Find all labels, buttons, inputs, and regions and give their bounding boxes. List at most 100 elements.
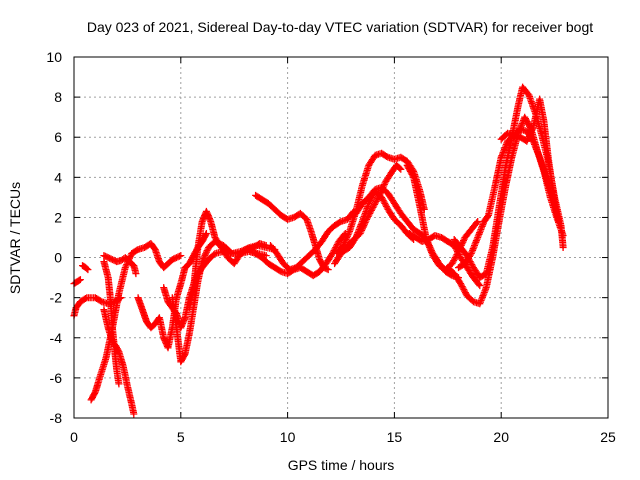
data-point (529, 137, 537, 145)
data-point (555, 218, 563, 225)
y-axis-title: SDTVAR / TECUs (7, 182, 23, 294)
data-point (459, 284, 467, 292)
data-point (523, 118, 531, 126)
data-point (521, 113, 529, 121)
y-tick-label: 10 (46, 49, 62, 65)
data-point (202, 250, 210, 258)
data-point (333, 241, 341, 248)
data-point (426, 244, 434, 251)
data-point (451, 255, 458, 263)
data-point (343, 234, 351, 242)
data-point (345, 229, 353, 237)
data-point (406, 167, 414, 175)
data-point (474, 232, 482, 240)
data-point (527, 128, 535, 136)
plot-frame (73, 56, 609, 419)
series-arc-14 (267, 207, 358, 274)
data-point (498, 152, 506, 160)
data-point (528, 126, 536, 134)
data-point (479, 292, 487, 300)
data-point (75, 276, 83, 284)
x-tick-label: 25 (600, 429, 616, 445)
y-tick-label: 8 (54, 89, 62, 105)
data-point (380, 198, 388, 206)
series-arc-24 (497, 95, 561, 217)
data-point (452, 245, 460, 252)
data-point (407, 169, 415, 177)
data-point (448, 260, 456, 268)
data-point (82, 295, 89, 302)
data-point (373, 196, 381, 204)
series-arc-02 (79, 262, 92, 274)
data-point (406, 166, 414, 174)
x-tick-label: 5 (177, 429, 185, 445)
series-arc-13 (252, 191, 332, 274)
data-point (355, 227, 362, 235)
data-point (397, 165, 405, 173)
y-tick-label: 6 (54, 129, 62, 145)
data-point (409, 172, 417, 180)
data-point (382, 202, 390, 210)
data-point (342, 235, 350, 243)
data-point (477, 297, 485, 304)
data-point (405, 164, 413, 172)
data-point (356, 222, 364, 230)
data-point (365, 199, 373, 207)
data-point (177, 252, 185, 260)
data-point (532, 145, 540, 153)
data-point (467, 259, 475, 267)
data-point (200, 253, 208, 261)
data-point (403, 161, 411, 169)
y-tick-label: 0 (54, 250, 62, 266)
data-point (341, 237, 349, 245)
data-point (370, 202, 378, 210)
data-point (382, 201, 390, 209)
data-point (459, 238, 467, 246)
data-point (471, 240, 479, 248)
data-point (351, 235, 359, 243)
data-point (469, 245, 477, 253)
data-point (83, 265, 91, 273)
x-axis: 0 5 10 15 20 25 (70, 57, 616, 445)
data-point (534, 149, 542, 156)
data-point (460, 286, 468, 294)
data-point (468, 261, 476, 269)
chart-title: Day 023 of 2021, Sidereal Day-to-day VTE… (87, 19, 593, 35)
data-point (180, 351, 188, 359)
data-point (84, 266, 92, 274)
data-point (115, 380, 123, 388)
data-point (453, 248, 461, 255)
data-point (210, 251, 218, 259)
data-point (524, 134, 532, 142)
y-tick-label: -4 (50, 330, 63, 346)
data-point (358, 219, 366, 227)
data-point (371, 200, 379, 208)
data-point (526, 131, 534, 139)
data-point (531, 140, 538, 148)
data-point (468, 248, 476, 256)
series-arc-07 (100, 252, 140, 278)
data-point (353, 230, 361, 238)
data-point (113, 345, 121, 353)
data-point (202, 248, 210, 256)
data-point (559, 244, 567, 251)
data-point (130, 410, 138, 418)
data-point (460, 237, 467, 245)
data-point (476, 229, 484, 237)
y-axis: -8 -6 -4 -2 0 2 4 6 8 10 (46, 49, 608, 426)
data-point (461, 287, 469, 295)
data-point (343, 232, 351, 240)
data-point (453, 246, 461, 254)
data-point (526, 129, 534, 137)
data-point (203, 247, 211, 255)
data-point (476, 300, 484, 308)
data-point (76, 276, 84, 284)
data-point (472, 237, 480, 245)
data-point (458, 283, 466, 291)
data-point (408, 170, 416, 178)
data-point (371, 199, 379, 207)
x-tick-label: 20 (493, 429, 509, 445)
x-tick-label: 15 (387, 429, 403, 445)
data-point (455, 251, 463, 258)
